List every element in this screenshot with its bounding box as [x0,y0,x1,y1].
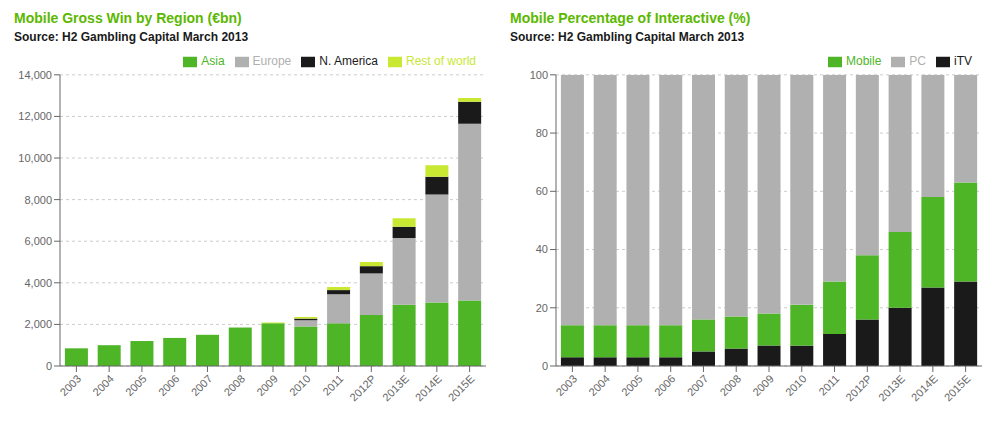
html-text:Source: H2 Gambling Capital Ma: Source: H2 Gambling Capital March 2013 [14,30,249,44]
html-text:Asia: Asia [201,54,225,68]
svg-text:80: 80 [536,127,548,139]
svg-text:2011: 2011 [320,372,345,397]
svg-text:2008: 2008 [717,372,743,398]
html-text:Source: H2 Gambling Capital Ma: Source: H2 Gambling Capital March 2013 [510,30,745,44]
svg-text:2014E: 2014E [909,372,940,403]
svg-text:2004: 2004 [586,372,612,398]
svg-text:2005: 2005 [123,372,149,398]
svg-text:6,000: 6,000 [24,235,52,247]
svg-text:2009: 2009 [254,372,280,398]
svg-text:2009: 2009 [750,372,776,398]
svg-text:14,000: 14,000 [18,69,52,81]
svg-text:2007: 2007 [189,372,215,398]
svg-text:2010: 2010 [783,372,809,398]
svg-text:0: 0 [46,360,52,372]
svg-text:2011: 2011 [816,372,841,397]
html-text:Europe: Europe [252,54,292,68]
html-text:Mobile: Mobile [846,54,882,68]
svg-text:20: 20 [536,302,548,314]
svg-text:2008: 2008 [221,372,247,398]
html-text:Mobile Gross Win by Region (€b: Mobile Gross Win by Region (€bn) [14,10,242,26]
svg-text:100: 100 [530,69,548,81]
html-text:Rest of world: Rest of world [406,54,476,68]
svg-text:2013E: 2013E [380,372,411,403]
svg-text:40: 40 [536,243,548,255]
svg-text:2003: 2003 [554,372,580,398]
svg-text:2010: 2010 [287,372,313,398]
svg-text:0: 0 [542,360,548,372]
svg-text:2012P: 2012P [347,372,378,403]
svg-text:2007: 2007 [685,372,711,398]
html-text:iTV: iTV [954,54,972,68]
svg-text:2004: 2004 [90,372,116,398]
svg-text:2,000: 2,000 [24,318,52,330]
svg-text:2005: 2005 [619,372,645,398]
html-text:PC: PC [909,54,926,68]
svg-text:2015E: 2015E [446,372,477,403]
svg-text:12,000: 12,000 [18,110,52,122]
svg-text:2013E: 2013E [876,372,907,403]
svg-text:2012P: 2012P [843,372,874,403]
html-text:Mobile Percentage of Interacti: Mobile Percentage of Interactive (%) [510,10,751,26]
svg-text:2006: 2006 [652,372,678,398]
svg-text:2014E: 2014E [413,372,444,403]
svg-text:4,000: 4,000 [24,277,52,289]
html-text:N. America: N. America [319,54,378,68]
svg-text:8,000: 8,000 [24,194,52,206]
svg-text:2006: 2006 [156,372,182,398]
svg-text:60: 60 [536,185,548,197]
svg-text:2003: 2003 [58,372,84,398]
svg-text:10,000: 10,000 [18,152,52,164]
svg-text:2015E: 2015E [942,372,973,403]
